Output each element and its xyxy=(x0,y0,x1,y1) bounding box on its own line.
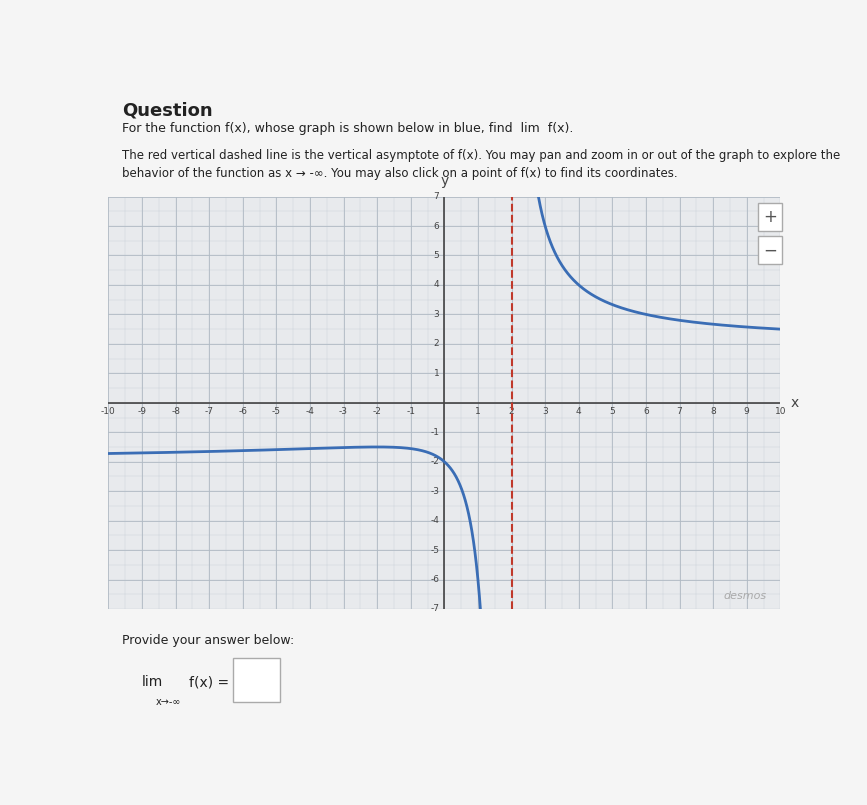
Text: -1: -1 xyxy=(407,407,415,416)
Text: 10: 10 xyxy=(774,407,786,416)
Bar xyxy=(232,658,280,702)
Text: lim: lim xyxy=(142,675,163,689)
Text: -3: -3 xyxy=(430,487,440,496)
Text: 1: 1 xyxy=(475,407,481,416)
Text: Question: Question xyxy=(121,101,212,119)
Text: 2: 2 xyxy=(434,340,440,349)
Text: 9: 9 xyxy=(744,407,750,416)
Text: -7: -7 xyxy=(430,605,440,613)
Text: -6: -6 xyxy=(238,407,247,416)
Text: 4: 4 xyxy=(576,407,582,416)
Text: 3: 3 xyxy=(542,407,548,416)
Text: 3: 3 xyxy=(434,310,440,319)
Text: 5: 5 xyxy=(610,407,616,416)
Text: 1: 1 xyxy=(434,369,440,378)
Text: For the function f(x), whose graph is shown below in blue, find  lim  f(x).: For the function f(x), whose graph is sh… xyxy=(121,122,573,134)
Text: -10: -10 xyxy=(101,407,116,416)
Text: -4: -4 xyxy=(305,407,315,416)
Text: -3: -3 xyxy=(339,407,348,416)
Text: x→-∞: x→-∞ xyxy=(155,697,181,707)
Text: 6: 6 xyxy=(643,407,649,416)
Text: -5: -5 xyxy=(430,546,440,555)
Text: 4: 4 xyxy=(434,280,440,290)
Text: -4: -4 xyxy=(430,516,440,525)
Text: -2: -2 xyxy=(430,457,440,466)
Text: x: x xyxy=(791,396,799,410)
Text: -7: -7 xyxy=(205,407,213,416)
Text: 6: 6 xyxy=(434,221,440,230)
Text: 7: 7 xyxy=(434,192,440,201)
Text: desmos: desmos xyxy=(724,591,767,601)
Text: -1: -1 xyxy=(430,427,440,437)
Text: y: y xyxy=(440,174,448,188)
Text: 7: 7 xyxy=(676,407,682,416)
Text: -9: -9 xyxy=(138,407,147,416)
Text: +: + xyxy=(763,208,777,226)
Text: -5: -5 xyxy=(272,407,281,416)
Text: Provide your answer below:: Provide your answer below: xyxy=(121,634,294,646)
Text: 2: 2 xyxy=(509,407,514,416)
Text: −: − xyxy=(763,242,777,259)
Text: behavior of the function as x → -∞. You may also click on a point of f(x) to fin: behavior of the function as x → -∞. You … xyxy=(121,167,677,180)
Text: -2: -2 xyxy=(373,407,381,416)
Text: -8: -8 xyxy=(171,407,180,416)
Text: -6: -6 xyxy=(430,575,440,584)
Text: 5: 5 xyxy=(434,251,440,260)
Text: The red vertical dashed line is the vertical asymptote of f(x). You may pan and : The red vertical dashed line is the vert… xyxy=(121,149,840,162)
Text: f(x) =: f(x) = xyxy=(189,675,229,689)
Text: 8: 8 xyxy=(710,407,716,416)
